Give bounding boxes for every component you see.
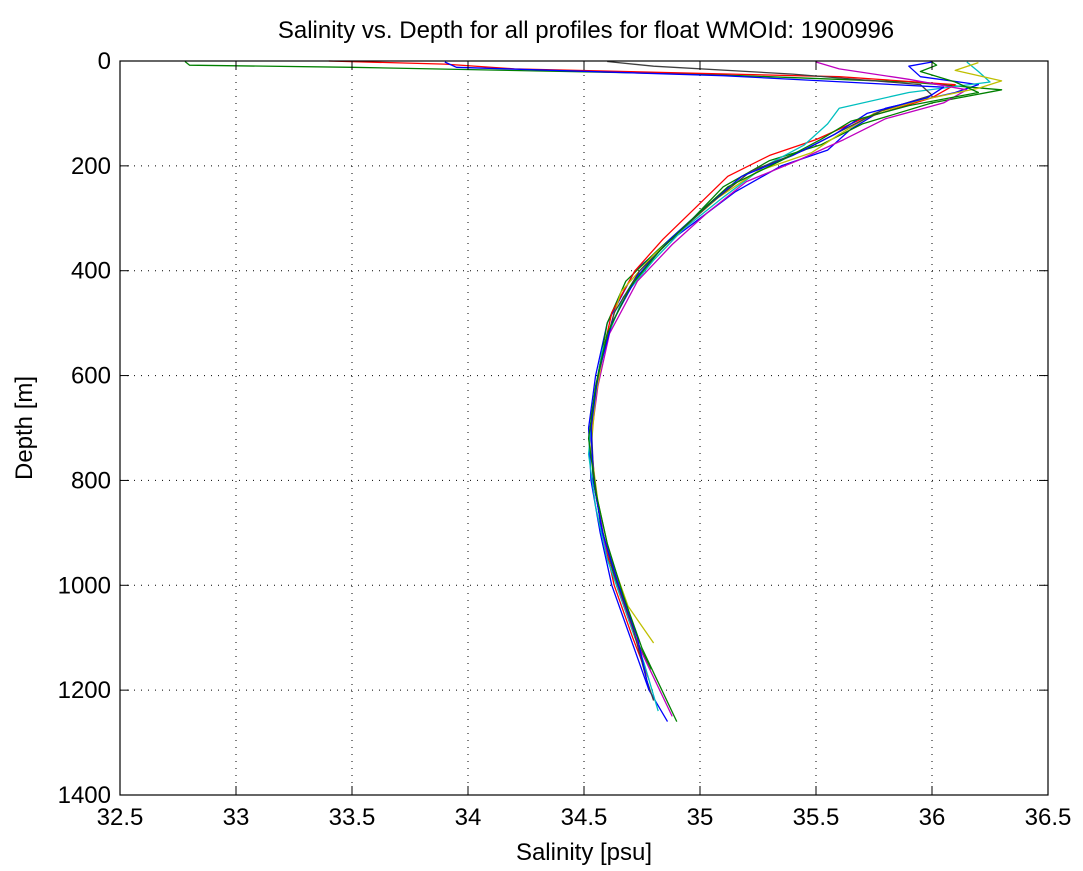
profile-line xyxy=(587,61,980,722)
x-tick-labels: 32.5 33 33.5 34 34.5 35 35.5 36 36.5 xyxy=(97,804,1072,831)
x-tick-label: 33.5 xyxy=(329,804,376,831)
y-tick-label: 800 xyxy=(71,467,111,494)
x-tick-label: 36.5 xyxy=(1025,804,1072,831)
y-tick-label: 1000 xyxy=(58,572,111,599)
axis-ticks xyxy=(119,60,1049,796)
y-tick-label: 200 xyxy=(71,153,111,180)
y-tick-label: 0 xyxy=(98,48,111,75)
y-tick-label: 400 xyxy=(71,258,111,285)
x-tick-label: 34 xyxy=(455,804,482,831)
x-tick-label: 35.5 xyxy=(793,804,840,831)
profile-line xyxy=(587,61,980,722)
x-tick-label: 33 xyxy=(223,804,250,831)
y-tick-label: 1200 xyxy=(58,677,111,704)
profile-line xyxy=(184,60,1003,670)
x-tick-label: 35 xyxy=(687,804,714,831)
profile-line xyxy=(590,60,933,701)
profile-line xyxy=(587,61,991,712)
grid-lines xyxy=(120,61,1048,795)
y-tick-label: 1400 xyxy=(58,782,111,809)
profiles-layer xyxy=(184,60,1003,722)
y-tick-labels: 0 200 400 600 800 1000 1200 1400 xyxy=(58,48,111,809)
x-tick-label: 36 xyxy=(919,804,946,831)
profile-line xyxy=(328,60,956,680)
x-axis-label: Salinity [psu] xyxy=(516,839,652,866)
x-tick-label: 34.5 xyxy=(561,804,608,831)
chart-title: Salinity vs. Depth for all profiles for … xyxy=(278,17,894,44)
x-tick-label: 32.5 xyxy=(97,804,144,831)
y-axis-label: Depth [m] xyxy=(11,376,38,480)
y-tick-label: 600 xyxy=(71,363,111,390)
